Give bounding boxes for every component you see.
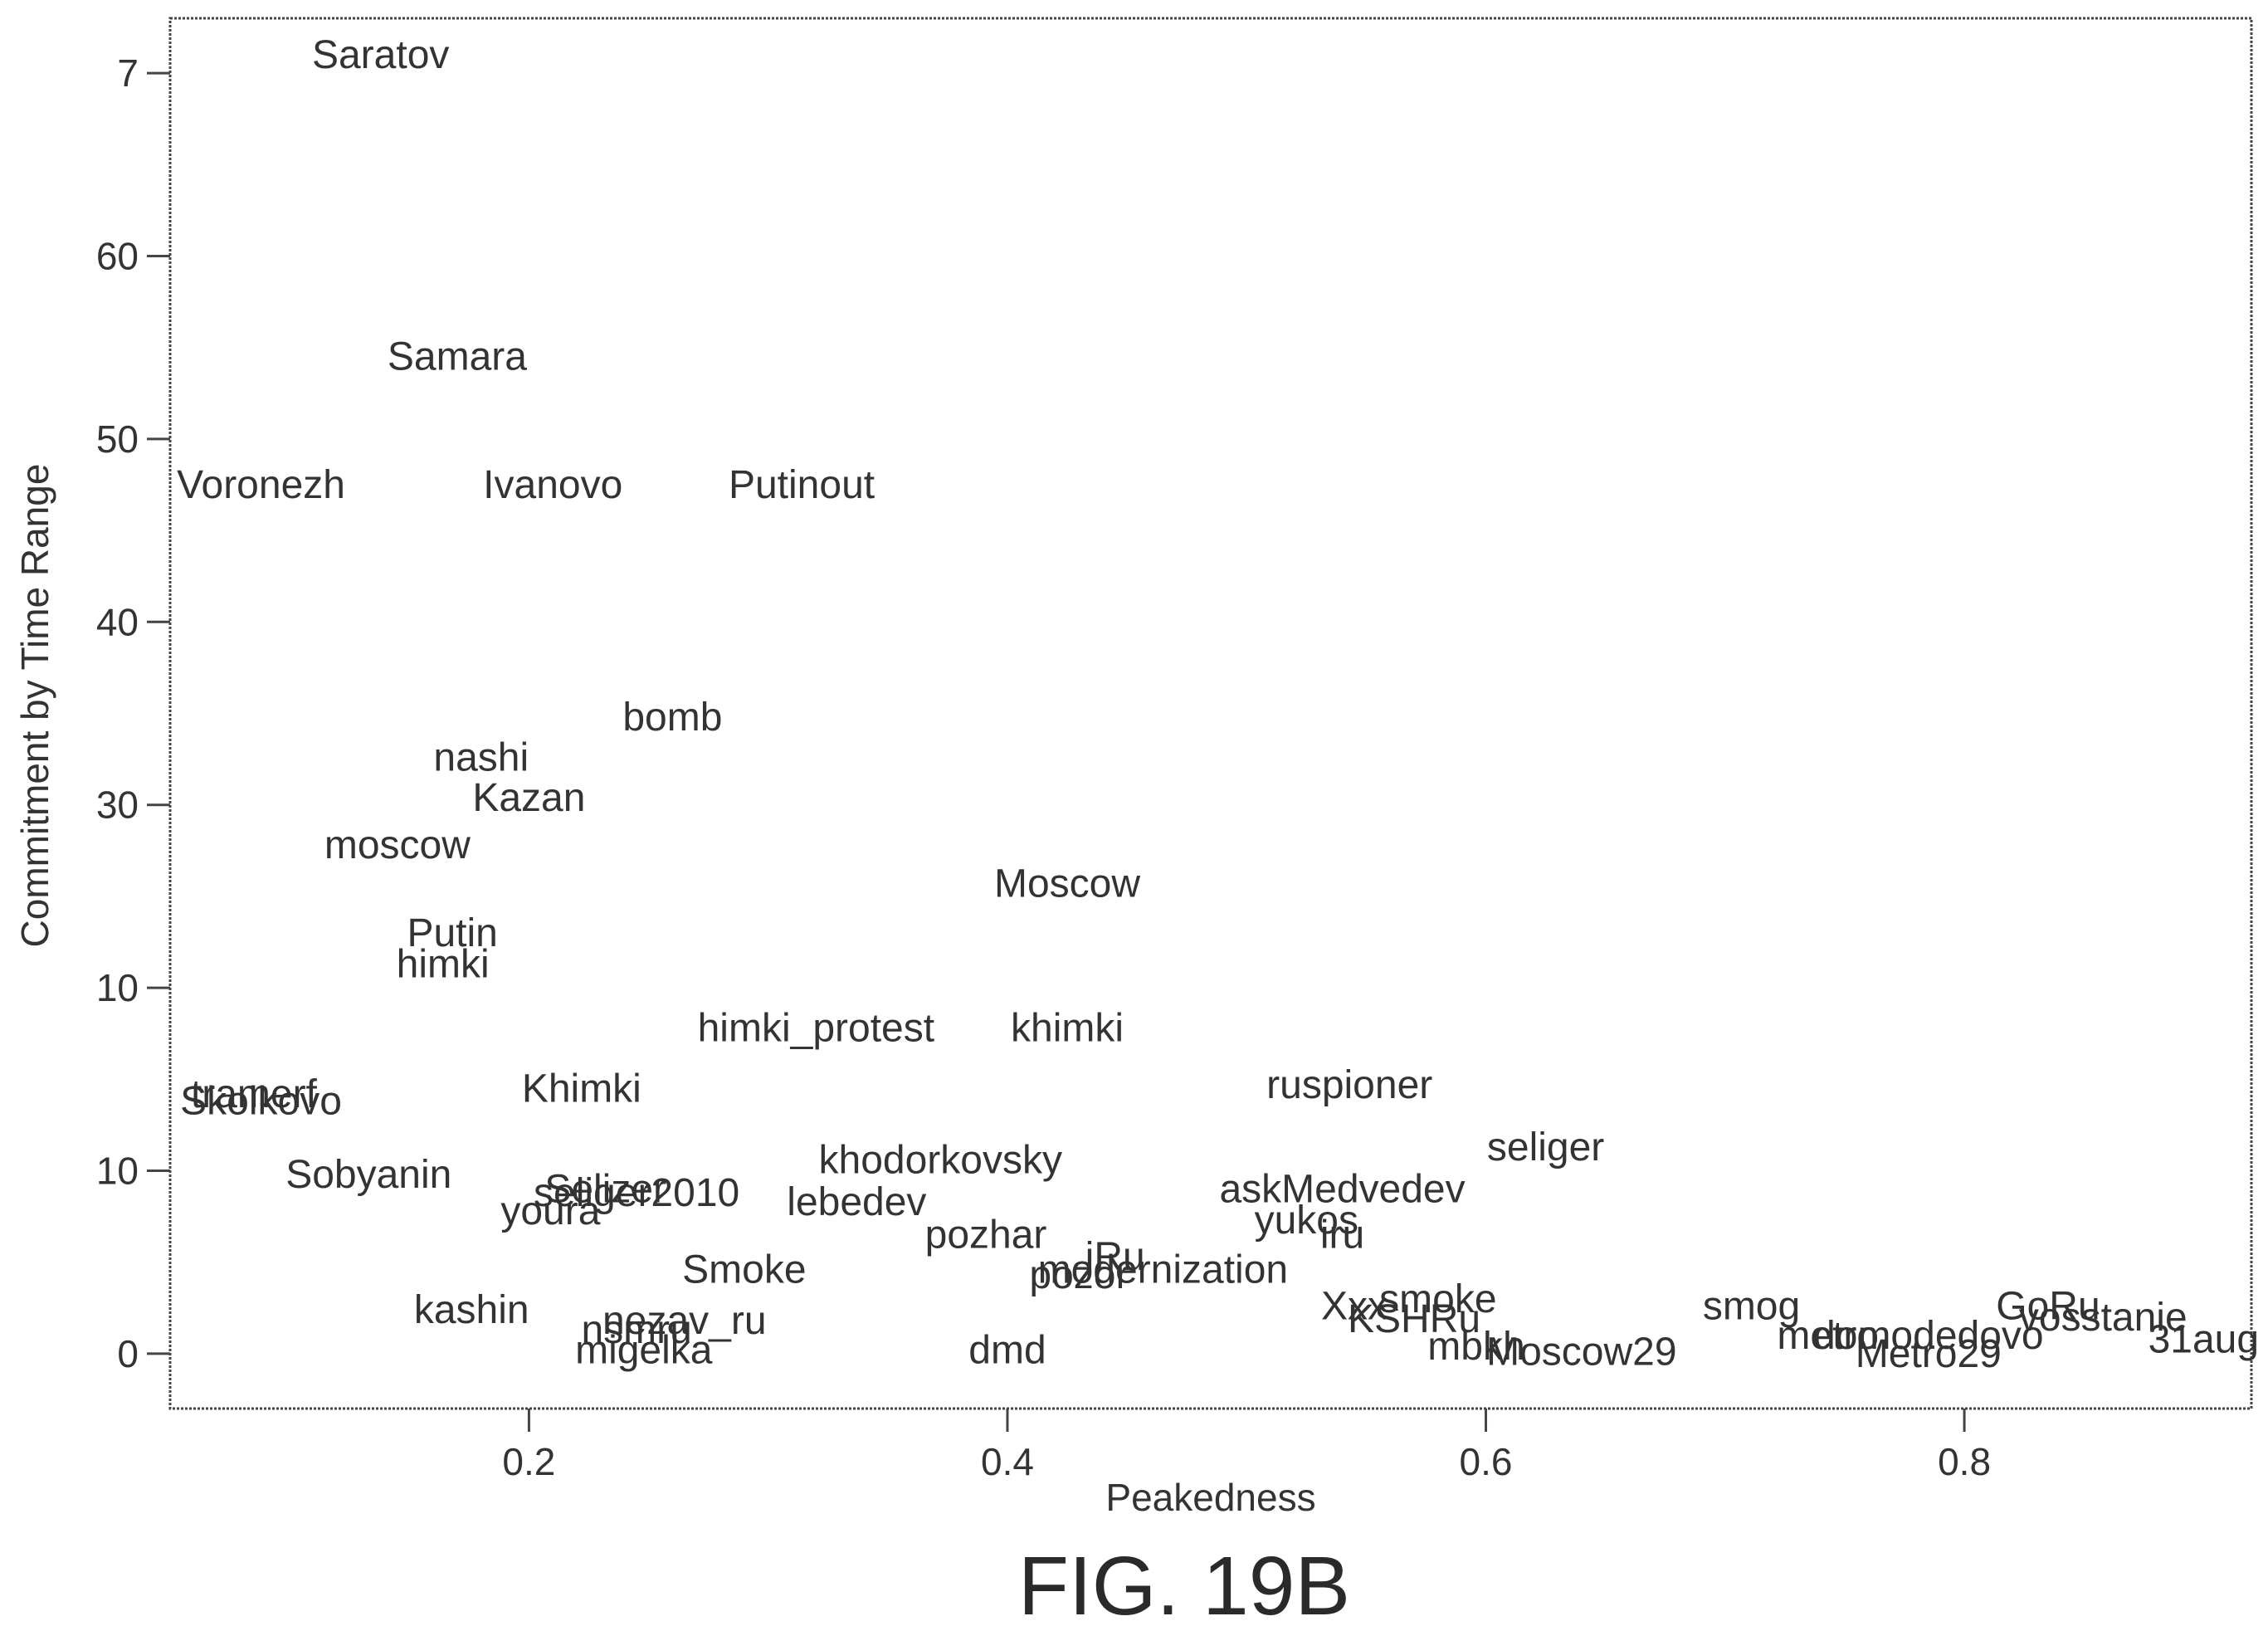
data-point-label: lebedev — [787, 1180, 926, 1224]
data-point-label: Moscow29 — [1486, 1331, 1676, 1375]
data-point-label: nashi — [433, 735, 529, 779]
data-point-label: youra — [500, 1189, 600, 1233]
data-point-label: GoRu — [1996, 1285, 2100, 1329]
plot-frame — [168, 17, 2253, 1410]
data-point-label: Khimki — [522, 1067, 641, 1111]
data-point-label: iRu — [1085, 1235, 1145, 1279]
x-tick-label: 0.2 — [502, 1440, 555, 1483]
data-point-label: Samara — [388, 335, 527, 379]
data-point-label: kashin — [414, 1288, 529, 1332]
data-point-label: Putin — [407, 911, 497, 955]
y-tick-label: 0 — [117, 1332, 139, 1375]
data-points: Saratov Samara Voronezh Ivanovo Putinout bomb… — [177, 33, 2259, 1376]
data-point-label: dmd — [968, 1328, 1046, 1372]
data-point-label: smoke — [1379, 1277, 1496, 1321]
y-tick-label: 50 — [96, 417, 139, 461]
y-tick-label: 7 — [117, 51, 139, 95]
data-point-label: Voronezh — [177, 463, 345, 507]
data-point-label: Xxx — [1321, 1285, 1388, 1329]
y-tick-label: 60 — [96, 235, 139, 278]
x-axis: 0.2 0.4 0.6 0.8 — [502, 1409, 1991, 1483]
data-point-label: pozhar — [925, 1213, 1047, 1257]
x-tick-label: 0.4 — [981, 1440, 1034, 1483]
y-tick-label: 40 — [96, 600, 139, 643]
data-point-label: Ivanovo — [483, 463, 622, 507]
data-point-label: migelka — [575, 1328, 713, 1372]
figure-caption: FIG. 19B — [1018, 1540, 1350, 1626]
data-point-label: smog — [1703, 1285, 1800, 1329]
data-point-label: vosstanie — [2019, 1296, 2188, 1340]
data-point-label: Moscow — [994, 862, 1140, 906]
data-point-label: metro — [1777, 1314, 1879, 1358]
data-point-label: nezav_ru — [602, 1299, 766, 1343]
y-tick-label: 10 — [96, 966, 139, 1009]
data-point-label: Smoke — [682, 1248, 806, 1292]
data-point-label: moscow — [324, 823, 471, 867]
data-point-label: KSHRu — [1348, 1297, 1480, 1341]
y-axis-title: Commitment by Time Range — [13, 464, 56, 948]
data-point-label: ruspioner — [1266, 1063, 1432, 1107]
y-tick-label: 30 — [96, 784, 139, 827]
x-axis-title: Peakedness — [1105, 1476, 1315, 1519]
data-point-label: Metro29 — [1856, 1332, 2002, 1376]
data-point-label: iru — [1320, 1213, 1364, 1257]
data-point-label: Kazan — [472, 776, 585, 820]
x-tick-label: 0.8 — [1938, 1440, 1991, 1483]
data-point-label: 31aug — [2149, 1317, 2259, 1361]
data-point-label: nsmru — [581, 1308, 691, 1352]
data-point-label: tramerf — [191, 1072, 318, 1116]
data-point-label: Saratov — [312, 33, 449, 77]
y-tick-label: 10 — [96, 1149, 139, 1192]
data-point-label: mbkh — [1427, 1325, 1524, 1369]
data-point-label: Skolkovo — [180, 1080, 342, 1124]
data-point-label: Sobyanin — [285, 1153, 451, 1197]
data-point-label: askMedvedev — [1219, 1168, 1465, 1212]
data-point-label: himki — [397, 942, 490, 986]
x-tick-label: 0.6 — [1460, 1440, 1513, 1483]
y-axis: 0 10 10 30 40 50 60 7 — [96, 51, 170, 1375]
data-point-label: himki_protest — [698, 1007, 934, 1051]
data-point-label: seliger — [1487, 1126, 1604, 1169]
data-point-label: Selizer — [544, 1168, 666, 1212]
data-point-label: bomb — [622, 696, 722, 740]
data-point-label: seliger2010 — [534, 1171, 739, 1215]
data-point-label: domodedovo — [1813, 1314, 2044, 1358]
data-point-label: khimki — [1011, 1007, 1124, 1051]
data-point-label: yukos — [1255, 1199, 1358, 1243]
data-point-label: modernization — [1038, 1248, 1289, 1292]
data-point-label: Putinout — [729, 463, 875, 507]
data-point-label: pozor — [1029, 1253, 1129, 1297]
data-point-label: khodorkovsky — [819, 1138, 1062, 1182]
